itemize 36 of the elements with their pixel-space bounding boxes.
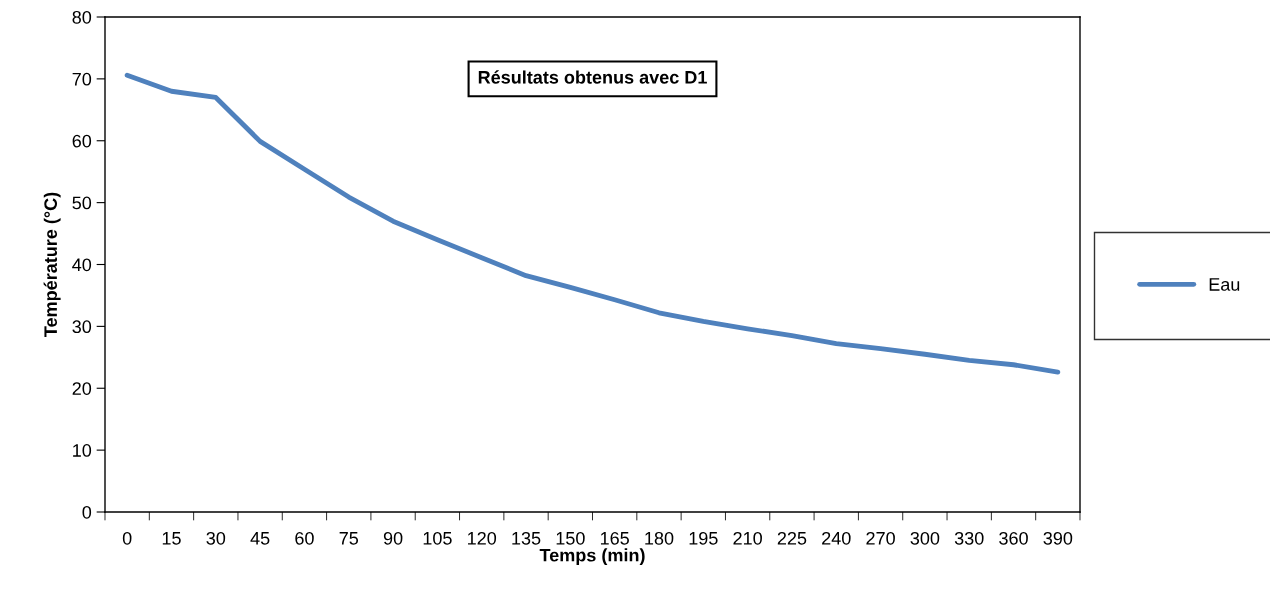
- x-tick-label: 270: [866, 531, 895, 545]
- y-tick-label: 40: [72, 258, 92, 272]
- x-tick-label: 60: [295, 531, 314, 545]
- x-tick-label: 0: [122, 531, 132, 545]
- x-tick-label: 30: [206, 531, 226, 545]
- x-tick-label: 165: [600, 531, 629, 545]
- x-tick-label: 105: [423, 531, 452, 545]
- x-tick-label: 210: [733, 531, 762, 545]
- x-tick-label: 390: [1043, 531, 1073, 545]
- x-tick-label: 240: [822, 531, 851, 545]
- x-tick-label: 150: [556, 531, 585, 545]
- x-tick-label: 225: [777, 531, 807, 545]
- y-tick-label: 60: [72, 134, 92, 148]
- y-tick-label: 70: [72, 72, 92, 86]
- y-axis-title: Température (°C): [43, 192, 61, 337]
- y-tick-label: 10: [73, 444, 92, 457]
- x-tick-label: 90: [383, 531, 403, 545]
- x-tick-label: 135: [512, 531, 541, 545]
- x-tick-label: 300: [910, 531, 940, 545]
- y-tick-label: 50: [72, 196, 92, 210]
- x-tick-label: 75: [339, 532, 359, 545]
- y-tick-label: 80: [72, 10, 92, 24]
- y-tick-label: 20: [72, 382, 92, 395]
- y-tick-label: 0: [82, 505, 92, 519]
- x-tick-label: 15: [162, 532, 181, 545]
- text: Résultats obtenus avec D1: [478, 70, 707, 84]
- x-tick-label: 330: [954, 531, 984, 545]
- x-tick-label: 180: [645, 531, 674, 545]
- x-tick-label: 195: [689, 531, 718, 545]
- x-tick-label: 120: [468, 531, 497, 545]
- x-axis-title: Temps (min): [539, 548, 645, 566]
- x-tick-label: 360: [999, 531, 1028, 545]
- legend-label: Eau: [1209, 278, 1240, 291]
- x-tick-label: 45: [250, 532, 270, 545]
- y-tick-label: 30: [72, 320, 92, 334]
- line-series: [124, 72, 1061, 375]
